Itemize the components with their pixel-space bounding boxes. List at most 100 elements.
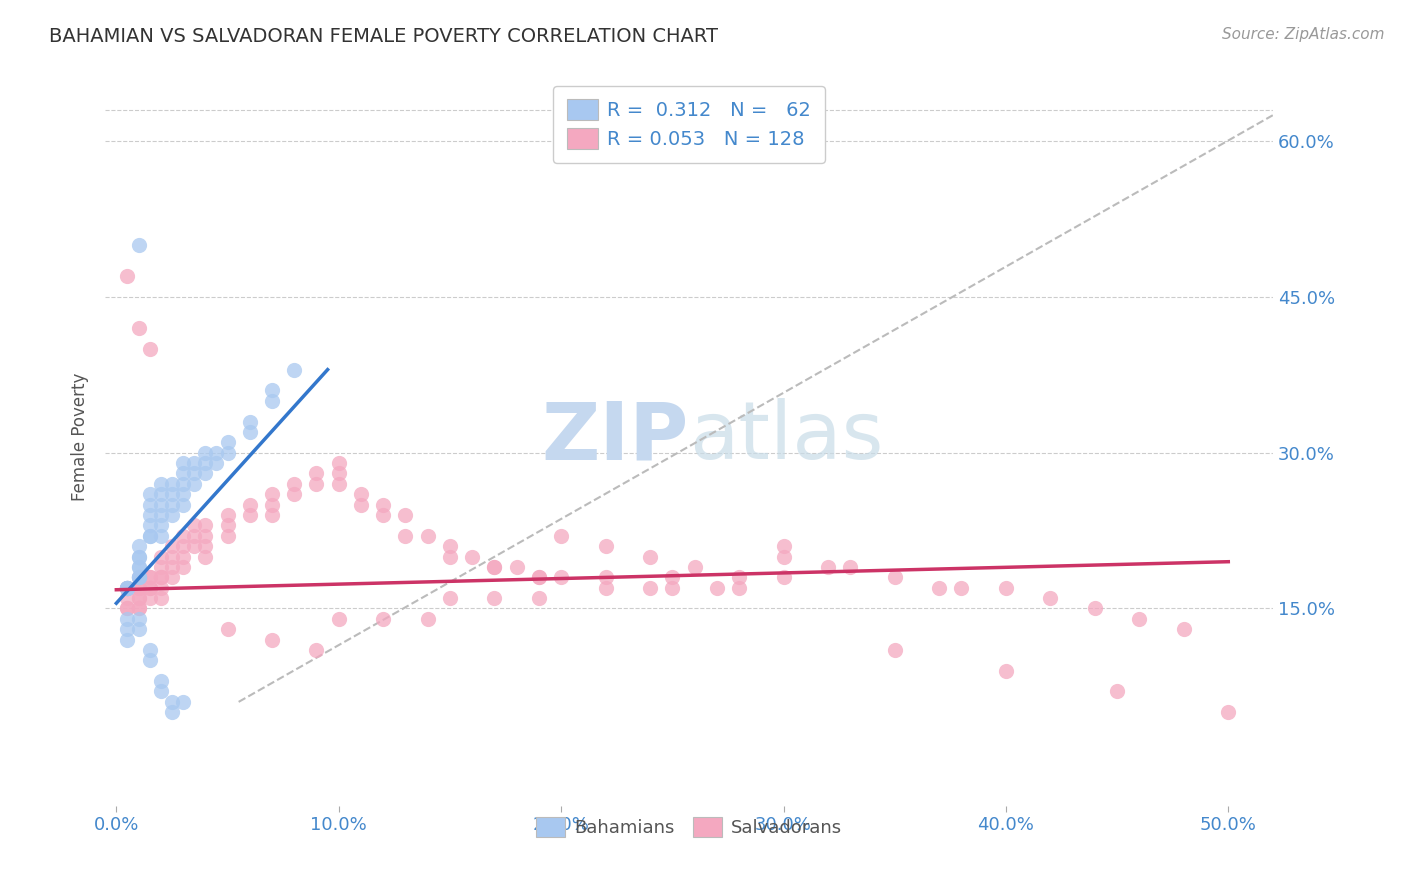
Point bbox=[149, 476, 172, 491]
Point bbox=[160, 549, 183, 564]
Point bbox=[160, 539, 183, 553]
Point bbox=[128, 612, 150, 626]
Point bbox=[128, 581, 150, 595]
Point bbox=[883, 643, 905, 657]
Point bbox=[595, 570, 617, 584]
Point bbox=[416, 612, 439, 626]
Point bbox=[138, 581, 160, 595]
Point bbox=[1084, 601, 1107, 615]
Point bbox=[138, 581, 160, 595]
Point bbox=[172, 549, 194, 564]
Point bbox=[172, 695, 194, 709]
Point bbox=[994, 581, 1017, 595]
Point bbox=[550, 529, 572, 543]
Point bbox=[205, 445, 228, 459]
Point bbox=[305, 643, 328, 657]
Point bbox=[138, 529, 160, 543]
Point bbox=[138, 342, 160, 356]
Text: Source: ZipAtlas.com: Source: ZipAtlas.com bbox=[1222, 27, 1385, 42]
Point bbox=[283, 476, 305, 491]
Point bbox=[128, 560, 150, 574]
Point bbox=[484, 560, 506, 574]
Point bbox=[117, 581, 139, 595]
Point bbox=[128, 321, 150, 335]
Point bbox=[194, 456, 217, 470]
Point bbox=[149, 684, 172, 698]
Point bbox=[217, 518, 239, 533]
Point bbox=[160, 476, 183, 491]
Point bbox=[183, 518, 205, 533]
Point bbox=[149, 508, 172, 522]
Point bbox=[595, 539, 617, 553]
Point bbox=[194, 539, 217, 553]
Point bbox=[172, 529, 194, 543]
Point bbox=[1218, 705, 1240, 719]
Point bbox=[772, 539, 794, 553]
Point bbox=[138, 518, 160, 533]
Point bbox=[183, 476, 205, 491]
Point bbox=[928, 581, 950, 595]
Point bbox=[149, 529, 172, 543]
Point bbox=[117, 581, 139, 595]
Point bbox=[706, 581, 728, 595]
Point bbox=[638, 549, 661, 564]
Point bbox=[160, 695, 183, 709]
Point bbox=[128, 581, 150, 595]
Point bbox=[160, 508, 183, 522]
Point bbox=[305, 476, 328, 491]
Point bbox=[128, 601, 150, 615]
Point bbox=[217, 445, 239, 459]
Point bbox=[160, 487, 183, 501]
Point bbox=[350, 487, 373, 501]
Point bbox=[149, 549, 172, 564]
Point bbox=[1128, 612, 1150, 626]
Point bbox=[772, 570, 794, 584]
Point bbox=[128, 591, 150, 605]
Point bbox=[138, 570, 160, 584]
Point bbox=[128, 591, 150, 605]
Point bbox=[461, 549, 484, 564]
Point bbox=[239, 415, 262, 429]
Point bbox=[595, 581, 617, 595]
Point bbox=[950, 581, 973, 595]
Point bbox=[484, 591, 506, 605]
Point bbox=[260, 393, 283, 408]
Point bbox=[128, 549, 150, 564]
Point bbox=[439, 591, 461, 605]
Point bbox=[117, 622, 139, 636]
Point bbox=[439, 539, 461, 553]
Point bbox=[117, 612, 139, 626]
Point bbox=[117, 581, 139, 595]
Point bbox=[328, 467, 350, 481]
Point bbox=[217, 529, 239, 543]
Point bbox=[128, 570, 150, 584]
Point bbox=[183, 529, 205, 543]
Text: BAHAMIAN VS SALVADORAN FEMALE POVERTY CORRELATION CHART: BAHAMIAN VS SALVADORAN FEMALE POVERTY CO… bbox=[49, 27, 718, 45]
Point bbox=[117, 601, 139, 615]
Point bbox=[117, 581, 139, 595]
Point bbox=[149, 591, 172, 605]
Point bbox=[172, 498, 194, 512]
Point bbox=[117, 591, 139, 605]
Point bbox=[149, 518, 172, 533]
Point bbox=[1107, 684, 1129, 698]
Point bbox=[183, 539, 205, 553]
Point bbox=[117, 581, 139, 595]
Point bbox=[138, 508, 160, 522]
Point bbox=[194, 467, 217, 481]
Point bbox=[661, 570, 683, 584]
Point bbox=[373, 508, 395, 522]
Point bbox=[128, 238, 150, 252]
Point bbox=[260, 632, 283, 647]
Point bbox=[328, 476, 350, 491]
Point bbox=[149, 581, 172, 595]
Point bbox=[194, 529, 217, 543]
Point bbox=[394, 529, 416, 543]
Point bbox=[117, 581, 139, 595]
Point bbox=[728, 570, 751, 584]
Point bbox=[505, 560, 527, 574]
Point bbox=[328, 456, 350, 470]
Point bbox=[117, 269, 139, 284]
Point bbox=[160, 570, 183, 584]
Point bbox=[128, 539, 150, 553]
